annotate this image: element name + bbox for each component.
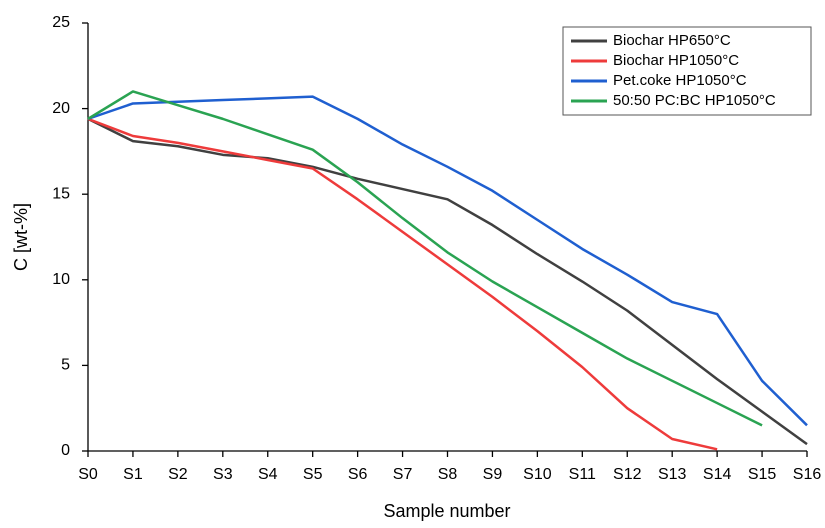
x-tick-label: S0 xyxy=(78,466,98,483)
series-line xyxy=(87,117,808,446)
y-tick-label: 0 xyxy=(61,442,70,459)
x-tick-label: S8 xyxy=(438,466,458,483)
x-tick-label: S16 xyxy=(793,466,822,483)
series-line xyxy=(87,95,808,427)
x-tick-label: S9 xyxy=(483,466,503,483)
x-tick-label: S1 xyxy=(123,466,143,483)
y-tick-label: 5 xyxy=(61,357,70,374)
legend-label: Pet.coke HP1050°C xyxy=(613,72,747,89)
x-tick-label: S2 xyxy=(168,466,188,483)
x-tick-label: S14 xyxy=(703,466,732,483)
x-tick-label: S12 xyxy=(613,466,642,483)
x-tick-label: S6 xyxy=(348,466,368,483)
y-tick-label: 20 xyxy=(52,100,70,117)
legend-label: Biochar HP1050°C xyxy=(613,52,739,69)
series-line xyxy=(87,90,763,427)
x-tick-label: S7 xyxy=(393,466,413,483)
x-axis-label: Sample number xyxy=(383,501,510,521)
y-tick-label: 25 xyxy=(52,14,70,31)
x-tick-label: S11 xyxy=(569,466,596,483)
x-tick-label: S10 xyxy=(523,466,552,483)
x-tick-label: S13 xyxy=(658,466,687,483)
x-tick-label: S4 xyxy=(258,466,278,483)
x-tick-label: S5 xyxy=(303,466,323,483)
legend-label: Biochar HP650°C xyxy=(613,32,731,49)
series-line xyxy=(87,117,718,451)
y-axis-label: C [wt-%] xyxy=(11,203,31,271)
x-tick-label: S15 xyxy=(748,466,777,483)
y-tick-label: 10 xyxy=(52,271,70,288)
x-tick-label: S3 xyxy=(213,466,233,483)
legend-label: 50:50 PC:BC HP1050°C xyxy=(613,92,776,109)
y-tick-label: 15 xyxy=(52,185,70,202)
